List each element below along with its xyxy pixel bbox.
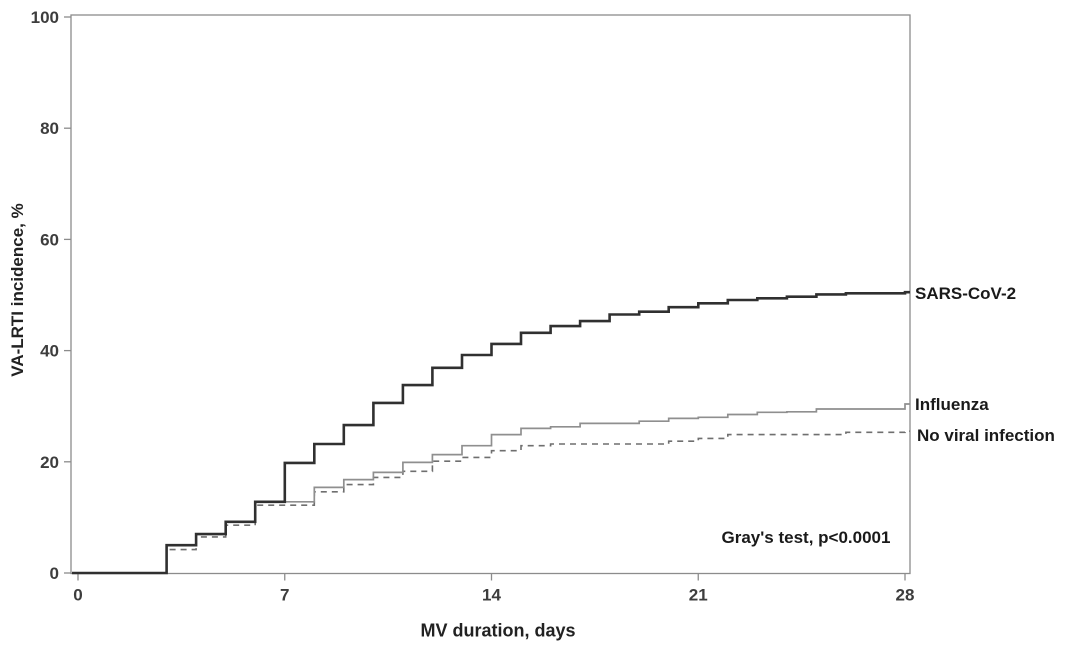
series-label-sars-cov-2: SARS-CoV-2 [915,284,1017,303]
y-tick-label: 0 [50,564,59,583]
x-tick-label: 21 [689,586,708,605]
plot-frame [70,14,911,575]
grays-test-annotation: Gray's test, p<0.0001 [721,528,891,547]
x-tick-label: 28 [896,586,915,605]
y-tick-label: 40 [40,342,59,361]
y-tick-label: 100 [31,8,59,27]
x-tick-label: 14 [482,586,501,605]
y-tick-label: 20 [40,453,59,472]
y-tick-label: 80 [40,119,59,138]
x-tick-label: 7 [280,586,289,605]
x-tick-label: 0 [73,586,82,605]
y-tick-label: 60 [40,230,59,249]
series-label-no-viral-infection: No viral infection [917,426,1055,445]
series-label-influenza: Influenza [915,395,989,414]
x-axis-title: MV duration, days [420,620,576,641]
series-line-no-viral-infection [72,430,910,574]
y-axis-title: VA-LRTI incidence, % [8,203,27,377]
series-line-sars-cov-2 [72,290,910,575]
